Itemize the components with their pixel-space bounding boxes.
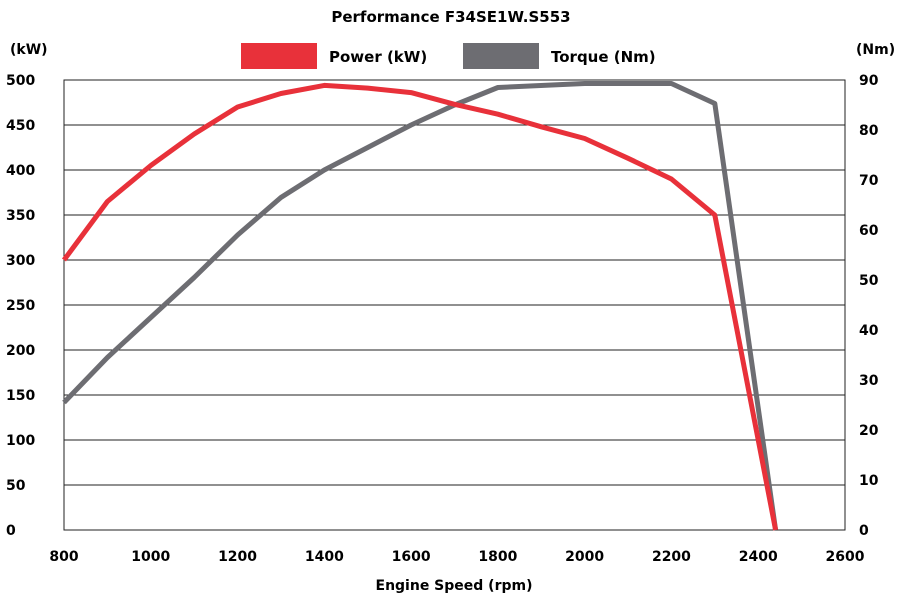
y-tick-right-label: 0 [859,523,869,539]
y-tick-left-label: 500 [6,73,35,89]
y-tick-right-label: 90 [859,73,879,89]
chart-title: Performance F34SE1W.S553 [331,8,570,26]
torque-line [62,81,779,531]
y-tick-right-label: 60 [859,223,879,239]
y-tick-right-label: 20 [859,423,879,439]
x-tick-label: 800 [49,549,78,565]
y-tick-left-label: 0 [6,523,16,539]
y-axis-label-right: (Nm) [856,42,895,58]
y-tick-left-label: 100 [6,433,35,449]
power-line [61,82,779,531]
x-tick-label: 1400 [305,549,344,565]
x-tick-label: 1200 [218,549,257,565]
y-axis-label-left: (kW) [10,42,48,58]
y-tick-left-label: 350 [6,208,35,224]
y-tick-right-label: 50 [859,273,879,289]
legend-swatch-power [241,43,317,69]
plot-border [63,79,846,531]
legend-swatch-torque [463,43,539,69]
y-tick-left-label: 400 [6,163,35,179]
x-tick-label: 1600 [392,549,431,565]
x-tick-label: 2400 [739,549,778,565]
x-tick-label: 1800 [478,549,517,565]
y-tick-left-label: 50 [6,478,26,494]
y-tick-left-label: 200 [6,343,35,359]
x-ticks: 800 1000 1200 1400 1600 1800 2000 2200 2400 2600 [49,549,864,565]
y-tick-right-label: 10 [859,473,879,489]
legend: Power (kW) Torque (Nm) [241,43,656,69]
y-tick-left-label: 450 [6,118,35,134]
y-tick-left-label: 250 [6,298,35,314]
gridlines [63,79,846,531]
y-ticks-right: 0 10 20 30 40 50 60 70 80 90 [859,73,879,539]
y-tick-right-label: 80 [859,123,879,139]
legend-label-torque: Torque (Nm) [551,48,656,66]
y-tick-right-label: 30 [859,373,879,389]
y-ticks-left: 0 50 100 150 200 250 300 350 400 450 500 [6,73,35,539]
x-tick-label: 1000 [131,549,170,565]
legend-label-power: Power (kW) [329,48,427,66]
x-axis-label: Engine Speed (rpm) [376,578,533,594]
x-tick-label: 2200 [652,549,691,565]
x-tick-label: 2000 [565,549,604,565]
x-tick-label: 2600 [826,549,865,565]
y-tick-right-label: 70 [859,173,879,189]
y-tick-right-label: 40 [859,323,879,339]
y-tick-left-label: 300 [6,253,35,269]
series-lines [61,81,779,531]
y-tick-left-label: 150 [6,388,35,404]
